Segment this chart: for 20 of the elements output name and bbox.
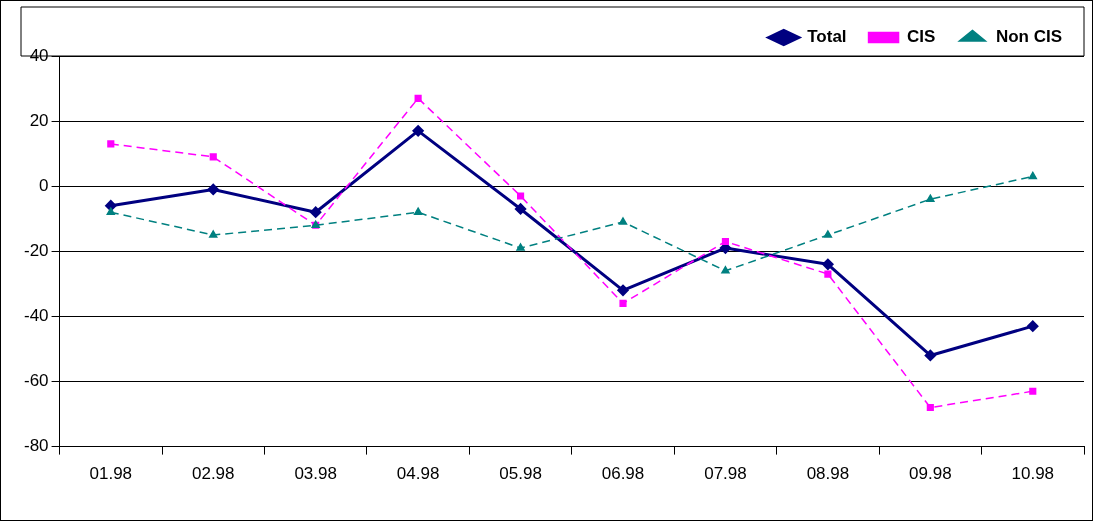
y-tick-label: -40 — [23, 306, 49, 326]
x-tick-label: 09.98 — [909, 464, 952, 484]
legend-label: CIS — [907, 27, 936, 47]
x-tick-label: 03.98 — [294, 464, 337, 484]
y-tick-label: 0 — [39, 175, 49, 195]
legend-label: Non CIS — [995, 27, 1062, 47]
x-tick-label: 04.98 — [396, 464, 440, 484]
y-tick-label: 40 — [29, 45, 49, 65]
x-tick-label: 05.98 — [499, 464, 542, 484]
y-tick-label: -60 — [23, 371, 49, 391]
y-tick-label: -20 — [23, 240, 49, 260]
x-tick-label: 08.98 — [806, 464, 850, 484]
x-tick-label: 06.98 — [601, 464, 645, 484]
legend-label: Total — [807, 27, 847, 47]
x-tick-label: 02.98 — [191, 464, 235, 484]
x-tick-label: 07.98 — [704, 464, 747, 484]
y-tick-label: 20 — [29, 110, 49, 130]
x-tick-label: 10.98 — [1011, 464, 1055, 484]
y-tick-label: -80 — [23, 436, 49, 456]
x-tick-label: 01.98 — [89, 464, 133, 484]
